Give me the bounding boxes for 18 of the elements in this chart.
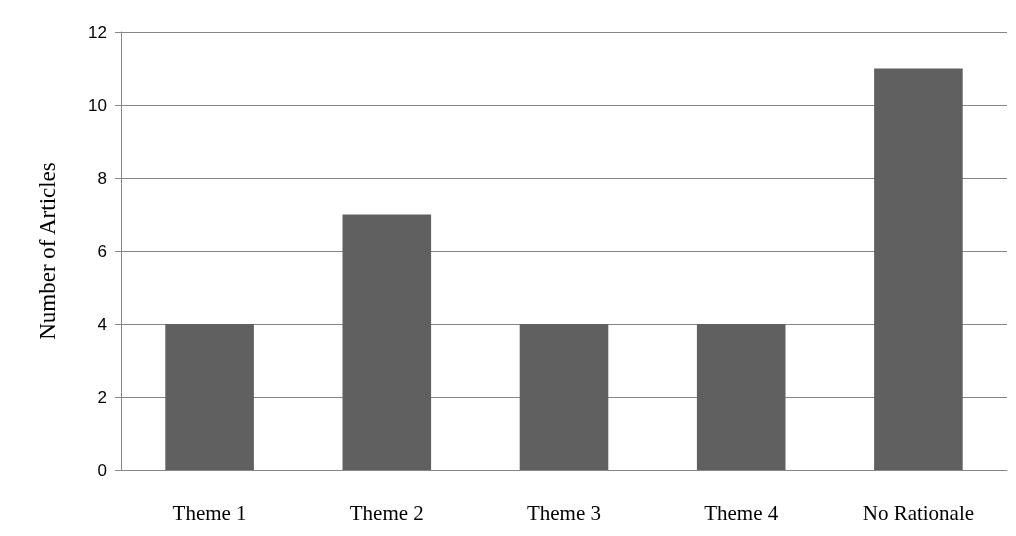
- y-tick-label: 8: [97, 168, 107, 188]
- y-tick-label: 2: [97, 387, 107, 407]
- x-tick-label: Theme 1: [172, 500, 247, 525]
- bar: [519, 324, 609, 470]
- x-tick-label: Theme 2: [349, 500, 424, 525]
- y-tick-label: 4: [97, 314, 107, 334]
- y-tick-label: 10: [88, 95, 107, 115]
- y-axis-title: Number of Articles: [35, 162, 60, 340]
- bar: [165, 324, 254, 470]
- x-tick-label: Theme 3: [526, 500, 602, 525]
- bar: [874, 68, 963, 470]
- x-tick-label: Theme 4: [704, 500, 779, 525]
- y-tick-label: 6: [97, 241, 107, 261]
- y-tick-label: 12: [88, 22, 107, 42]
- y-tick-label: 0: [97, 460, 107, 480]
- bar: [342, 214, 432, 470]
- x-tick-label: No Rationale: [862, 500, 975, 525]
- bar: [696, 324, 786, 470]
